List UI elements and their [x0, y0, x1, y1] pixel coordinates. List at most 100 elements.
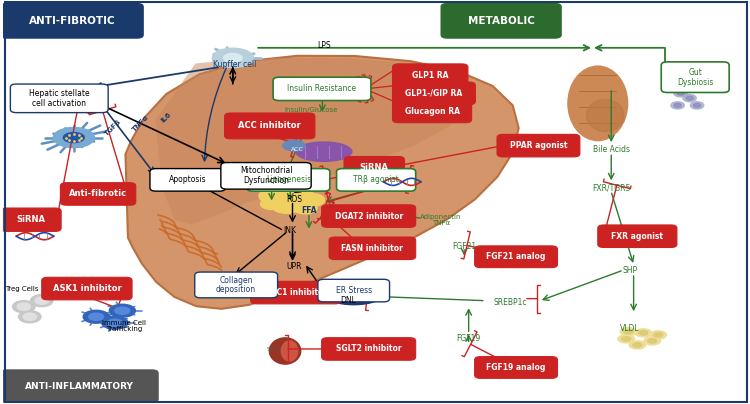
Ellipse shape: [654, 332, 663, 337]
FancyBboxPatch shape: [392, 100, 472, 123]
Ellipse shape: [693, 103, 700, 107]
Text: DNL: DNL: [340, 296, 356, 305]
Ellipse shape: [115, 307, 130, 314]
Ellipse shape: [19, 311, 41, 323]
FancyBboxPatch shape: [441, 4, 561, 38]
Text: SREBP1c: SREBP1c: [494, 298, 527, 307]
Text: ACC: ACC: [291, 147, 304, 152]
Text: VLDL: VLDL: [620, 324, 640, 333]
FancyBboxPatch shape: [322, 205, 416, 227]
Text: METABOLIC: METABOLIC: [468, 16, 535, 26]
Text: IL6: IL6: [160, 111, 172, 124]
Text: ER Stress: ER Stress: [336, 286, 372, 295]
Text: ACC1 inhibitor: ACC1 inhibitor: [265, 288, 327, 297]
Text: Mitochondrial
Dysfunction: Mitochondrial Dysfunction: [240, 166, 292, 185]
Text: ROS: ROS: [286, 196, 302, 204]
FancyBboxPatch shape: [392, 64, 468, 86]
Text: Collagen
deposition: Collagen deposition: [216, 276, 256, 294]
FancyBboxPatch shape: [220, 162, 311, 189]
Text: SiRNA: SiRNA: [360, 163, 388, 172]
FancyBboxPatch shape: [322, 338, 416, 360]
Ellipse shape: [622, 337, 631, 341]
FancyBboxPatch shape: [1, 4, 143, 38]
Text: Apoptosis: Apoptosis: [169, 175, 206, 184]
Text: Insulin/Glucose: Insulin/Glucose: [284, 107, 338, 113]
Text: LPS: LPS: [317, 41, 331, 50]
Ellipse shape: [23, 313, 37, 320]
Ellipse shape: [298, 194, 325, 206]
Ellipse shape: [31, 295, 53, 307]
Text: Bile Acids: Bile Acids: [592, 145, 630, 154]
Ellipse shape: [686, 96, 693, 100]
FancyBboxPatch shape: [475, 357, 557, 378]
Polygon shape: [155, 58, 470, 225]
Ellipse shape: [260, 199, 283, 209]
FancyBboxPatch shape: [598, 225, 677, 248]
Ellipse shape: [110, 304, 136, 317]
FancyBboxPatch shape: [10, 84, 108, 113]
Text: Anti-fibrotic: Anti-fibrotic: [69, 189, 128, 198]
Polygon shape: [125, 56, 519, 309]
Text: SGLT: SGLT: [266, 347, 281, 352]
Ellipse shape: [690, 102, 703, 109]
FancyBboxPatch shape: [344, 156, 404, 179]
Text: FGF21: FGF21: [452, 242, 476, 251]
Ellipse shape: [586, 99, 624, 132]
Ellipse shape: [629, 341, 646, 349]
Ellipse shape: [283, 141, 305, 151]
FancyBboxPatch shape: [337, 168, 416, 191]
Text: SiRNA: SiRNA: [16, 215, 46, 224]
Ellipse shape: [639, 330, 648, 335]
FancyBboxPatch shape: [475, 246, 557, 267]
Ellipse shape: [83, 310, 110, 323]
Ellipse shape: [624, 329, 633, 334]
Text: SHP: SHP: [622, 266, 638, 275]
Text: Lipogenesis: Lipogenesis: [266, 175, 311, 184]
Text: TNFα: TNFα: [132, 114, 150, 133]
FancyBboxPatch shape: [251, 281, 341, 304]
Ellipse shape: [53, 128, 94, 147]
Ellipse shape: [272, 199, 302, 213]
FancyBboxPatch shape: [224, 113, 315, 139]
FancyBboxPatch shape: [329, 237, 416, 260]
FancyBboxPatch shape: [1, 370, 158, 402]
Ellipse shape: [88, 313, 104, 320]
FancyBboxPatch shape: [392, 82, 476, 105]
Ellipse shape: [224, 53, 242, 62]
Ellipse shape: [322, 280, 386, 305]
Ellipse shape: [618, 335, 634, 343]
Text: ASK1 inhibitor: ASK1 inhibitor: [53, 284, 122, 293]
Ellipse shape: [635, 329, 652, 337]
Ellipse shape: [620, 328, 637, 336]
Text: ACC inhibitor: ACC inhibitor: [238, 122, 301, 130]
FancyBboxPatch shape: [1, 208, 62, 231]
Ellipse shape: [17, 303, 31, 310]
Ellipse shape: [259, 188, 292, 204]
Ellipse shape: [63, 133, 84, 143]
Text: FASN inhibitor: FASN inhibitor: [341, 244, 404, 253]
Ellipse shape: [293, 202, 317, 214]
Ellipse shape: [644, 337, 661, 345]
Ellipse shape: [677, 91, 684, 95]
FancyBboxPatch shape: [662, 62, 729, 93]
Ellipse shape: [13, 301, 35, 313]
Ellipse shape: [674, 90, 687, 97]
Ellipse shape: [102, 316, 128, 329]
FancyBboxPatch shape: [42, 277, 132, 300]
Text: FXR/TGR5: FXR/TGR5: [592, 183, 631, 192]
FancyBboxPatch shape: [61, 183, 136, 205]
Text: FXR agonist: FXR agonist: [611, 232, 663, 241]
Ellipse shape: [568, 66, 628, 141]
Text: PPAR agonist: PPAR agonist: [510, 141, 567, 150]
Text: JNK: JNK: [284, 226, 297, 235]
Ellipse shape: [674, 103, 682, 107]
FancyBboxPatch shape: [195, 272, 278, 298]
Text: GLP1-/GIP RA: GLP1-/GIP RA: [405, 89, 463, 98]
Text: Immune Cell
Trafficking: Immune Cell Trafficking: [102, 320, 146, 332]
Ellipse shape: [296, 142, 352, 161]
FancyBboxPatch shape: [497, 135, 580, 157]
Text: UPR: UPR: [286, 262, 302, 271]
FancyBboxPatch shape: [318, 279, 389, 302]
Text: GLP1 RA: GLP1 RA: [412, 71, 448, 80]
Text: Kupffer cell: Kupffer cell: [212, 60, 256, 69]
